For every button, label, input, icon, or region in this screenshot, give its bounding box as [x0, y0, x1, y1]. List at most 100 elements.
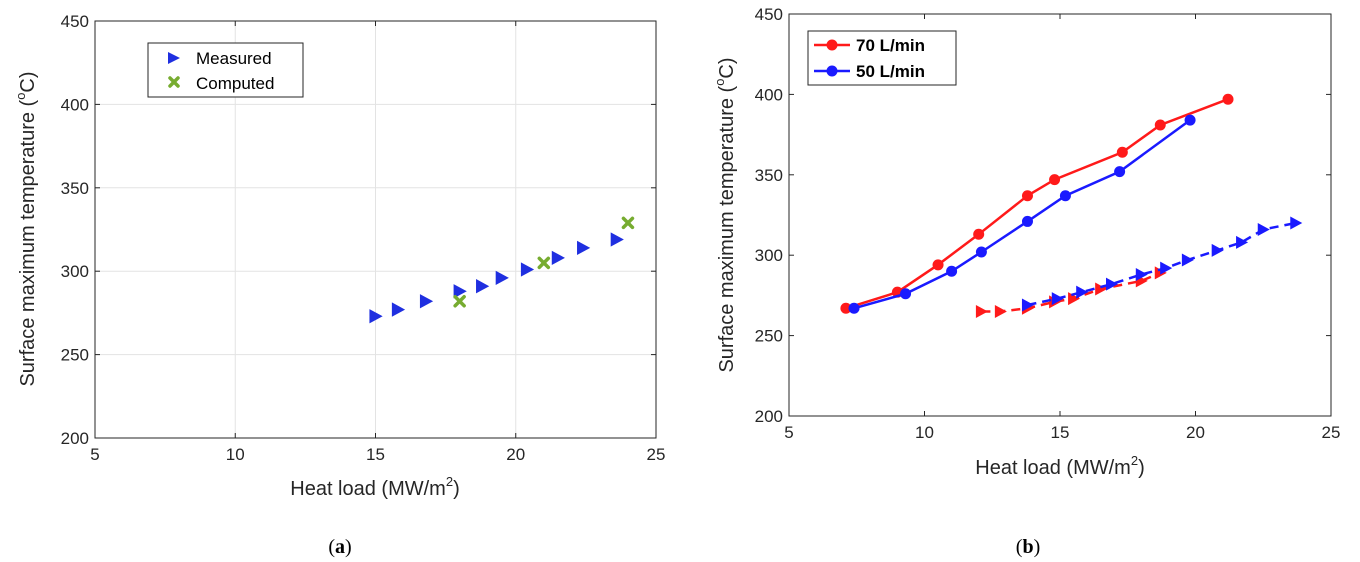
point-measured [577, 240, 591, 255]
point-series-3 [1236, 235, 1249, 249]
panel-letter-a: a [335, 536, 345, 558]
y-axis-label-a-main: Surface maximum temperature ( [17, 99, 39, 386]
point-series-1 [1059, 190, 1071, 202]
series-line-1 [853, 119, 1191, 310]
legend-marker-50 [826, 65, 838, 77]
point-measured [476, 279, 490, 294]
x-axis-label-b-main: Heat load (MW/m [975, 457, 1131, 479]
point-series-3 [1051, 292, 1064, 306]
point-measured [551, 250, 565, 266]
y-tick-label: 200 [61, 429, 89, 448]
point-series-3 [1257, 222, 1270, 236]
point-measured [369, 309, 383, 324]
point-series-1 [946, 265, 958, 277]
point-computed-stroke [537, 256, 551, 270]
legend-label-measured: Measured [196, 49, 272, 68]
point-series-3 [1021, 298, 1034, 312]
y-tick-label: 300 [61, 262, 89, 281]
point-series-0 [1154, 119, 1166, 131]
legend-b: 70 L/min 50 L/min [807, 30, 957, 86]
point-series-1 [1184, 114, 1196, 126]
x-axis-label-b: Heat load (MW/m2) [975, 453, 1145, 479]
point-series-3 [1076, 285, 1089, 299]
x-tick-label: 5 [784, 423, 793, 442]
x-tick-label: 10 [226, 445, 245, 464]
x-axis-label-a: Heat load (MW/m2) [290, 474, 460, 500]
legend-label-70: 70 L/min [856, 36, 925, 55]
point-series-3 [1105, 277, 1118, 291]
point-measured [453, 284, 467, 299]
panel-label-a: (a) [328, 536, 351, 558]
y-tick-label: 250 [755, 327, 783, 346]
point-computed-stroke [453, 294, 466, 308]
panel-label-b: (b) [1016, 536, 1040, 558]
legend-label-computed: Computed [196, 74, 274, 93]
y-axis-label-b-sup: o [712, 79, 727, 86]
x-axis-label-b-sup: 2 [1131, 453, 1138, 468]
x-tick-label: 25 [1322, 423, 1341, 442]
point-series-0 [1222, 93, 1234, 105]
point-series-3 [1181, 253, 1194, 267]
point-computed [453, 294, 466, 308]
y-tick-label: 350 [755, 166, 783, 185]
point-series-1 [900, 288, 912, 300]
point-measured [495, 270, 509, 286]
x-tick-label: 10 [915, 423, 934, 442]
legend-marker-measured [168, 52, 180, 64]
x-tick-label: 15 [366, 445, 385, 464]
point-computed [621, 216, 635, 230]
legend-marker-70 [826, 39, 838, 51]
y-tick-label: 400 [61, 95, 89, 114]
y-tick-label: 450 [61, 12, 89, 31]
x-tick-label: 20 [506, 445, 525, 464]
y-axis-label-a: Surface maximum temperature (oC) [13, 71, 39, 386]
legend-marker-computed [168, 76, 180, 88]
marks-a [369, 216, 635, 324]
point-series-0 [1049, 174, 1061, 186]
point-measured [419, 294, 434, 309]
ticks-a: 5 10 15 20 25 200 250 300 350 400 450 [61, 12, 666, 464]
point-series-1 [1021, 215, 1033, 227]
y-tick-label: 350 [61, 179, 89, 198]
panel-a: 5 10 15 20 25 200 250 300 350 400 450 Measured Com… [13, 12, 665, 558]
point-series-0 [1021, 190, 1033, 202]
legend-a: Measured Computed [147, 42, 304, 98]
panel-letter-b: b [1022, 536, 1033, 558]
x-tick-label: 5 [90, 445, 99, 464]
x-axis-label-a-sup: 2 [446, 474, 453, 489]
y-tick-label: 200 [755, 407, 783, 426]
point-computed-stroke [621, 216, 635, 230]
x-tick-label: 25 [647, 445, 666, 464]
x-axis-label-a-main: Heat load (MW/m [290, 478, 446, 500]
marks-b [840, 93, 1303, 318]
point-series-3 [1160, 261, 1173, 275]
point-series-2 [1068, 292, 1081, 306]
point-measured [610, 232, 624, 247]
y-tick-label: 300 [755, 246, 783, 265]
y-axis-label-a-sup: o [13, 93, 28, 100]
x-tick-label: 15 [1051, 423, 1070, 442]
point-series-0 [1116, 146, 1128, 158]
point-computed [537, 256, 551, 270]
y-tick-label: 450 [755, 5, 783, 24]
point-series-1 [975, 246, 987, 258]
point-series-3 [1211, 243, 1224, 257]
point-series-2 [975, 304, 988, 318]
point-series-3 [1135, 267, 1148, 281]
point-series-0 [840, 302, 852, 314]
y-axis-label-b-main: Surface maximum temperature ( [716, 85, 738, 372]
ticks-b: 5 10 15 20 25 200 250 300 350 400 450 [755, 5, 1341, 442]
y-axis-label-a-end: C) [17, 71, 39, 92]
y-tick-label: 400 [755, 85, 783, 104]
point-measured [520, 262, 535, 277]
point-measured [391, 302, 406, 317]
point-series-3 [1290, 216, 1303, 230]
point-series-1 [1114, 166, 1126, 178]
y-tick-label: 250 [61, 346, 89, 365]
point-series-2 [994, 304, 1007, 318]
legend-box-a [147, 42, 304, 98]
y-axis-label-b-end: C) [716, 57, 738, 78]
point-series-0 [932, 259, 944, 271]
legend-label-50: 50 L/min [856, 62, 925, 81]
